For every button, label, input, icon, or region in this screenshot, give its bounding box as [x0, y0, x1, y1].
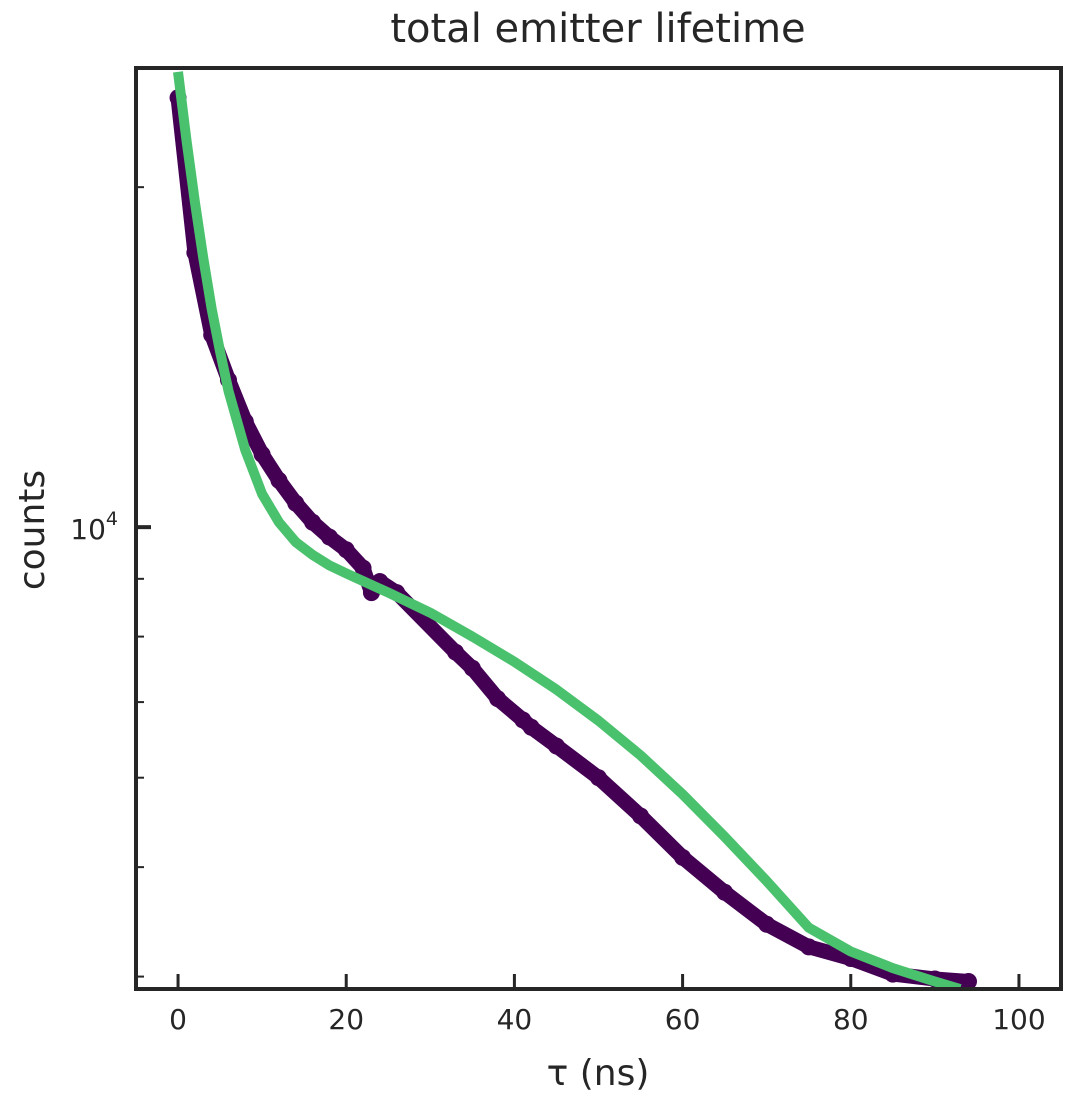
data-point: [758, 915, 776, 933]
chart-title: total emitter lifetime: [390, 6, 805, 52]
x-tick-label: 0: [169, 1003, 187, 1036]
data-point: [253, 445, 271, 463]
data-point: [304, 513, 322, 531]
x-tick-label: 60: [665, 1003, 701, 1036]
data-point: [800, 938, 818, 956]
data-point: [463, 659, 481, 677]
data-point: [320, 528, 338, 546]
data-point: [354, 559, 372, 577]
fit-line: [173, 71, 962, 989]
data-point: [716, 883, 734, 901]
data-point: [489, 690, 507, 708]
data-point: [337, 541, 355, 559]
data-point: [447, 643, 465, 661]
plot-inner: [169, 71, 977, 989]
data-point: [960, 973, 977, 989]
x-axis: 0 20 40 60 80 100: [169, 974, 1046, 1036]
data-point: [674, 848, 692, 866]
y-axis-label: counts: [12, 470, 53, 590]
data-point: [287, 494, 305, 512]
data-point: [547, 737, 565, 755]
data-point: [632, 807, 650, 825]
x-tick-label: 20: [328, 1003, 364, 1036]
data-point: [590, 769, 607, 787]
data-point: [270, 471, 288, 489]
data-point: [522, 718, 540, 736]
plot-frame: [134, 66, 1063, 991]
x-tick-label: 40: [497, 1003, 533, 1036]
plot-area: [169, 71, 977, 989]
x-tick-label: 100: [992, 1003, 1045, 1036]
y-tick-label: 104: [70, 508, 118, 546]
x-tick-label: 80: [833, 1003, 869, 1036]
y-axis: 104: [70, 186, 151, 978]
x-axis-label: τ (ns): [547, 1053, 650, 1094]
